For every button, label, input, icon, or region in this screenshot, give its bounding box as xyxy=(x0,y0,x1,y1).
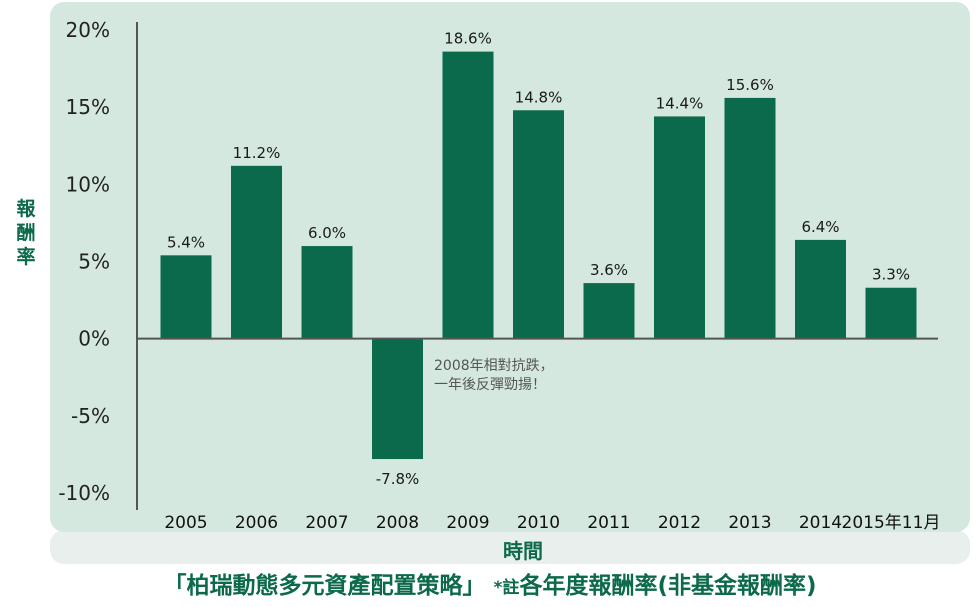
data-label: 3.3% xyxy=(872,266,910,284)
data-label: 6.0% xyxy=(308,224,346,242)
x-tick-label: 2005 xyxy=(164,513,207,533)
x-tick-label: 2010 xyxy=(517,513,560,533)
bar-2014 xyxy=(795,239,846,339)
y-axis-label-char: 率 xyxy=(16,245,35,268)
chart-caption: 「柏瑞動態多元資產配置策略」 *註各年度報酬率(非基金報酬率) xyxy=(0,566,980,600)
bar-2006 xyxy=(231,165,282,339)
bar-2009 xyxy=(442,51,494,339)
x-axis-ticks: 2005 2006 2007 2008 2009 2010 2011 2012 2013 2014… xyxy=(164,513,940,533)
bar-2005 xyxy=(160,255,212,339)
data-label: 15.6% xyxy=(726,76,774,94)
x-tick-label: 2013 xyxy=(728,513,771,533)
bar-2013 xyxy=(724,97,776,339)
caption-main: 「柏瑞動態多元資產配置策略」 xyxy=(163,573,486,599)
bars xyxy=(160,51,917,460)
y-tick-label: -10% xyxy=(58,481,110,505)
y-tick-label: 10% xyxy=(66,172,110,196)
bar-2008 xyxy=(372,338,423,460)
bar-2015年11月 xyxy=(865,287,917,339)
y-axis-label: 報酬率 xyxy=(16,197,36,268)
y-tick-label: -5% xyxy=(71,404,110,428)
bar-2007 xyxy=(301,246,353,339)
x-tick-label: 2011 xyxy=(587,513,630,533)
data-label: 5.4% xyxy=(167,233,205,251)
y-tick-label: 5% xyxy=(78,250,110,274)
data-label: 3.6% xyxy=(590,261,628,279)
bar-2012 xyxy=(654,116,705,339)
x-tick-label: 2008 xyxy=(376,513,419,533)
y-axis-label-char: 酬 xyxy=(16,222,35,244)
data-label: 18.6% xyxy=(444,30,492,48)
y-tick-label: 20% xyxy=(66,18,110,42)
x-axis-label: 時間 xyxy=(503,539,543,563)
x-tick-label: 2006 xyxy=(235,513,278,533)
data-label: 14.8% xyxy=(515,88,563,106)
xlabel-strip xyxy=(50,530,970,564)
y-tick-label: 0% xyxy=(78,327,110,351)
bar-2011 xyxy=(583,283,635,339)
caption-note: *註 xyxy=(493,578,520,598)
y-axis-label-char: 報 xyxy=(16,197,36,220)
annotation-line-2: 一年後反彈勁揚！ xyxy=(434,376,546,393)
data-label: 11.2% xyxy=(233,144,281,162)
x-tick-label: 2015年11月 xyxy=(842,513,941,533)
x-tick-label: 2012 xyxy=(658,513,701,533)
data-label: 6.4% xyxy=(801,218,839,236)
data-label: -7.8% xyxy=(376,470,420,488)
x-tick-label: 2014 xyxy=(799,513,842,533)
data-label: 14.4% xyxy=(656,94,704,112)
annotation-line-1: 2008年相對抗跌， xyxy=(434,358,554,374)
caption-rest: 各年度報酬率(非基金報酬率) xyxy=(519,573,817,599)
x-tick-label: 2009 xyxy=(446,513,489,533)
x-tick-label: 2007 xyxy=(305,513,348,533)
y-tick-label: 15% xyxy=(66,95,110,119)
y-axis-ticks: 20% 15% 10% 5% 0% -5% -10% xyxy=(58,18,110,505)
data-labels: 5.4% 11.2% 6.0% -7.8% 18.6% 14.8% 3.6% 14.4% 15.… xyxy=(167,30,910,488)
bar-2010 xyxy=(513,110,564,339)
